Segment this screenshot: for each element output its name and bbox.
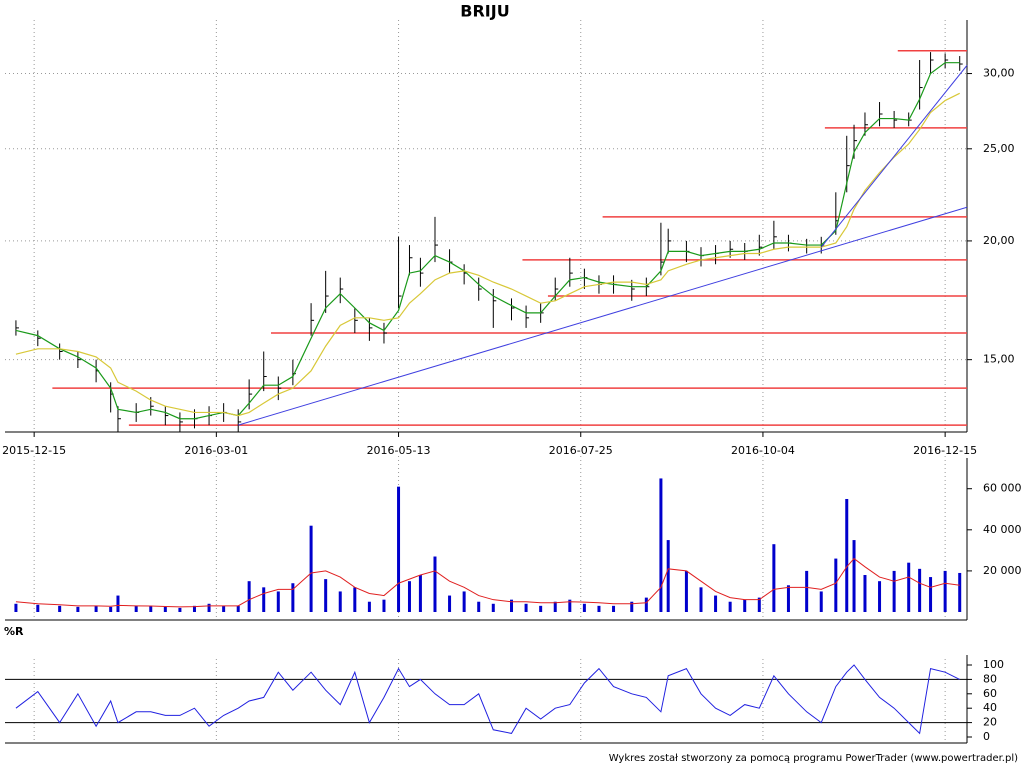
- volume-bar: [929, 577, 933, 612]
- y-tick-label: 20,00: [983, 234, 1015, 247]
- y-tick-label: 100: [983, 658, 1004, 671]
- volume-bar: [116, 595, 120, 612]
- volume-bar: [819, 591, 823, 612]
- volume-bar: [367, 601, 371, 612]
- volume-bar: [178, 607, 182, 612]
- volume-bar: [222, 605, 226, 612]
- volume-bar: [109, 606, 113, 612]
- volume-bar: [491, 603, 495, 612]
- volume-bar: [149, 605, 153, 612]
- volume-bar: [659, 478, 663, 612]
- y-tick-label: 80: [983, 672, 997, 685]
- volume-bar: [462, 591, 466, 612]
- chart-title: BRIJU: [460, 2, 509, 21]
- y-tick-label: 25,00: [983, 142, 1015, 155]
- volume-bar: [353, 587, 357, 612]
- volume-bar: [644, 597, 648, 612]
- volume-bar: [786, 585, 790, 612]
- volume-bar: [805, 570, 809, 612]
- volume-bar: [76, 606, 80, 612]
- x-tick-label: 2016-10-04: [731, 444, 795, 457]
- volume-bar: [714, 595, 718, 612]
- volume-bar: [863, 575, 867, 612]
- volume-bar: [582, 603, 586, 612]
- y-tick-label: 30,00: [983, 67, 1015, 80]
- volume-bar: [907, 562, 911, 612]
- volume-bar: [568, 599, 572, 612]
- volume-bar: [448, 595, 452, 612]
- volume-bar: [834, 558, 838, 612]
- volume-bar: [630, 601, 634, 612]
- volume-bar: [612, 605, 616, 612]
- volume-bar: [666, 540, 670, 612]
- volume-bar: [192, 605, 196, 612]
- volume-bar: [684, 570, 688, 612]
- moving-average: [15, 92, 960, 417]
- x-tick-label: 2016-12-15: [913, 444, 977, 457]
- moving-average: [15, 62, 960, 420]
- volume-bar: [845, 498, 849, 612]
- x-tick-label: 2016-05-13: [367, 444, 431, 457]
- y-tick-label: 40: [983, 701, 997, 714]
- volume-bar: [397, 486, 401, 612]
- volume-bar: [262, 587, 266, 612]
- volume-bar: [134, 605, 138, 612]
- volume-bar: [728, 601, 732, 612]
- volume-bar: [36, 604, 40, 612]
- volume-bar: [433, 556, 437, 612]
- x-tick-label: 2016-03-01: [184, 444, 248, 457]
- volume-bar: [163, 606, 167, 612]
- volume-bar: [207, 603, 211, 612]
- volume-bar: [14, 603, 18, 612]
- y-tick-label: 20 000: [983, 564, 1022, 577]
- volume-bar: [58, 605, 62, 612]
- y-tick-label: 20: [983, 716, 997, 729]
- volume-bar: [510, 599, 514, 612]
- volume-bar: [539, 605, 543, 612]
- volume-bar: [553, 601, 557, 612]
- y-tick-label: 15,00: [983, 353, 1015, 366]
- volume-bar: [324, 579, 328, 612]
- volume-bar: [236, 605, 240, 612]
- williams-r-line: [15, 664, 960, 735]
- panel-title: %R: [4, 625, 24, 638]
- footer: Wykres został stworzony za pomocą progra…: [609, 753, 1018, 764]
- volume-bar: [309, 525, 313, 612]
- volume-bar: [918, 568, 922, 612]
- volume-bar: [597, 605, 601, 612]
- trend-line: [820, 65, 968, 248]
- volume-bar: [958, 572, 962, 612]
- y-tick-label: 40 000: [983, 523, 1022, 536]
- volume-bar: [892, 570, 896, 612]
- volume-bar: [699, 587, 703, 612]
- volume-bar: [943, 570, 947, 612]
- volume-bar: [382, 599, 386, 612]
- x-tick-label: 2015-12-15: [2, 444, 66, 457]
- volume-bar: [757, 597, 761, 612]
- volume-bar: [247, 581, 251, 612]
- volume-bar: [477, 601, 481, 612]
- volume-bar: [772, 544, 776, 612]
- volume-bar: [407, 581, 411, 612]
- volume-bar: [418, 575, 422, 612]
- y-tick-label: 60: [983, 687, 997, 700]
- volume-bar: [524, 603, 528, 612]
- volume-bar: [878, 581, 882, 612]
- trend-line: [238, 206, 968, 426]
- volume-bar: [743, 599, 747, 612]
- volume-bar: [852, 540, 856, 612]
- x-tick-label: 2016-07-25: [549, 444, 613, 457]
- y-tick-label: 0: [983, 730, 990, 743]
- volume-bar: [276, 591, 280, 612]
- volume-bar: [291, 583, 295, 612]
- volume-bar: [94, 605, 98, 612]
- y-tick-label: 60 000: [983, 482, 1022, 495]
- volume-bar: [338, 591, 342, 612]
- volume-average: [15, 557, 960, 608]
